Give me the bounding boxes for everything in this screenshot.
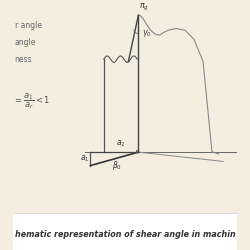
Text: $a_2$: $a_2$ <box>116 139 126 149</box>
FancyBboxPatch shape <box>14 213 236 250</box>
Text: $\gamma_0$: $\gamma_0$ <box>142 28 152 39</box>
Text: angle: angle <box>14 38 36 47</box>
Text: hematic representation of shear angle in machin: hematic representation of shear angle in… <box>14 230 235 238</box>
Text: $= \dfrac{a_1}{a_r} < 1$: $= \dfrac{a_1}{a_r} < 1$ <box>14 91 51 110</box>
Text: $a_1$: $a_1$ <box>80 154 89 164</box>
Text: ness: ness <box>14 56 32 64</box>
FancyBboxPatch shape <box>14 5 87 172</box>
Text: r angle: r angle <box>14 21 42 30</box>
Text: $\pi_g$: $\pi_g$ <box>139 2 149 13</box>
Text: $\beta_0$: $\beta_0$ <box>112 159 122 172</box>
